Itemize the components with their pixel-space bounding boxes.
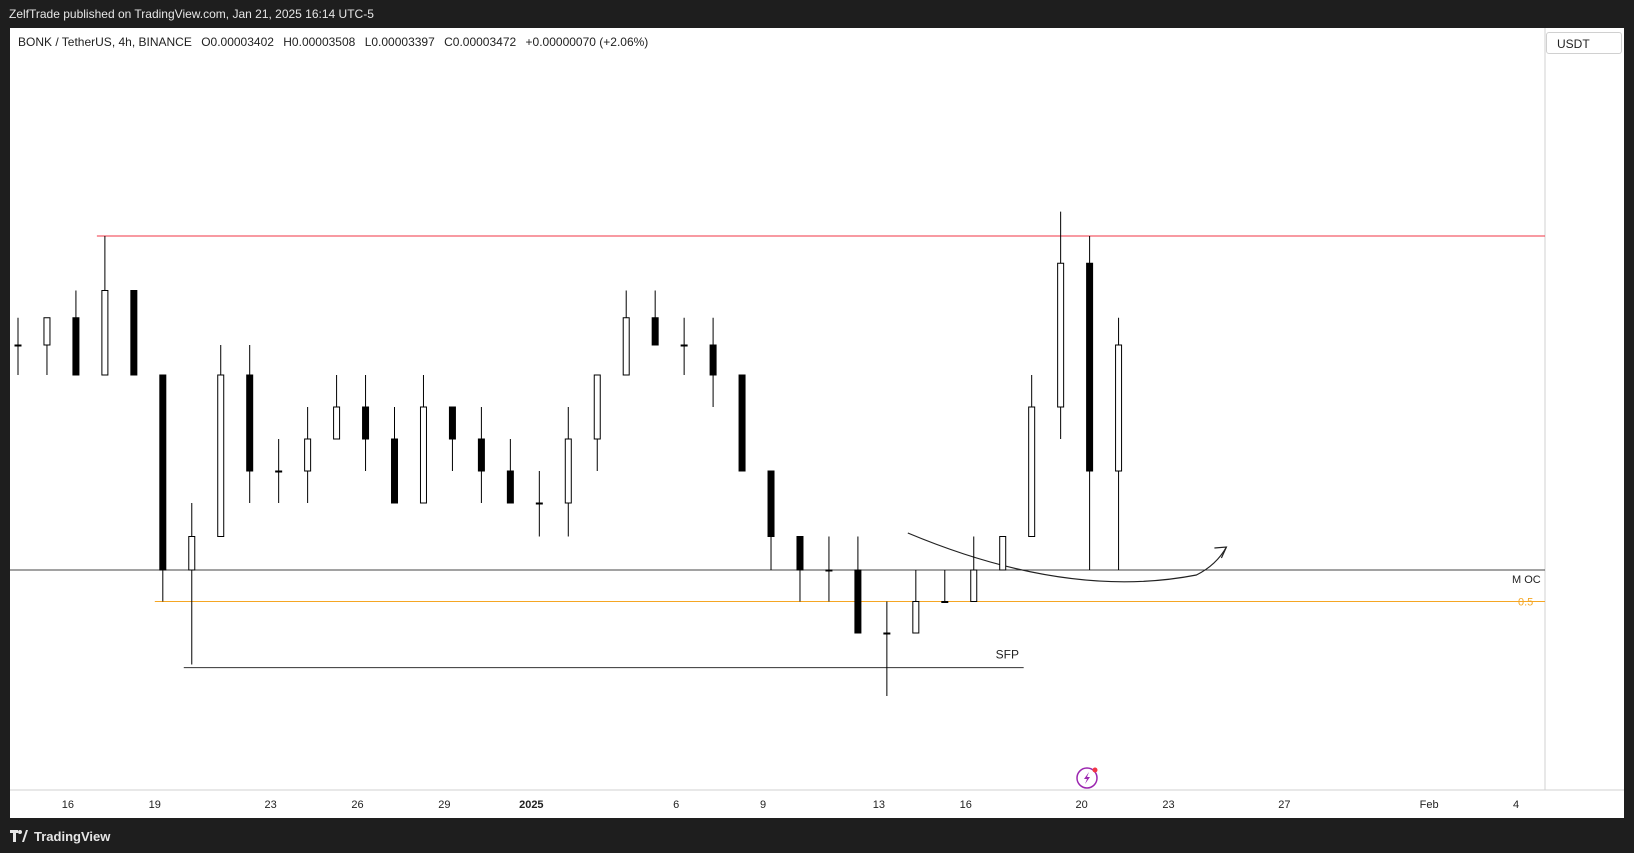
candle[interactable] [651,317,659,346]
top-bar: ZelfTrade published on TradingView.com, … [0,0,1634,28]
candle[interactable] [564,438,572,504]
candle[interactable] [275,470,283,473]
candle[interactable] [796,536,804,571]
candle[interactable] [159,374,167,571]
x-tick-label: 27 [1278,799,1290,811]
candle[interactable] [448,406,456,440]
legend-low: L0.00003397 [364,35,435,49]
currency-selector[interactable]: USDT [1546,32,1622,54]
x-tick-label: 6 [673,799,679,811]
x-tick-label: 20 [1075,799,1087,811]
candle[interactable] [767,470,775,537]
candle[interactable] [1028,406,1036,537]
legend-close: C0.00003472 [444,35,517,49]
legend-open: O0.00003402 [201,35,274,49]
candle[interactable] [970,569,978,602]
published-caption: ZelfTrade published on TradingView.com, … [9,7,374,21]
candle[interactable] [680,344,688,347]
x-tick-label: 23 [265,799,277,811]
candle[interactable] [217,374,225,537]
x-tick-label: Feb [1420,799,1439,811]
candle[interactable] [391,438,399,504]
candle[interactable] [1057,262,1065,408]
candle[interactable] [43,317,51,346]
x-tick-label: 29 [438,799,450,811]
candle[interactable] [1086,262,1094,472]
candle[interactable] [477,438,485,472]
lightning-icon-glyph [1084,772,1090,784]
legend-change: +0.00000070 (+2.06%) [525,35,649,49]
candle[interactable] [593,374,601,440]
footer-brand: TradingView [34,828,111,844]
tradingview-logo[interactable]: TradingView [10,827,110,845]
candle[interactable] [333,406,341,440]
x-tick-label: 2025 [519,799,543,811]
sfp-label: SFP [996,648,1019,662]
candle[interactable] [709,344,717,376]
x-tick-label: 16 [62,799,74,811]
legend-high: H0.00003508 [283,35,356,49]
lightning-icon[interactable] [1076,767,1098,789]
candle[interactable] [72,317,80,376]
candle[interactable] [883,632,891,635]
legend-symbol[interactable]: BONK / TetherUS, 4h, BINANCE [18,35,192,49]
candle[interactable] [419,406,427,504]
candle[interactable] [130,290,138,376]
candle[interactable] [246,374,254,472]
moc-label: M OC [1512,574,1541,586]
tradingview-logo-icon [10,830,28,842]
footer: TradingView [0,818,1634,853]
candle[interactable] [188,536,196,571]
candle[interactable] [825,569,833,572]
x-tick-label: 19 [149,799,161,811]
x-tick-label: 9 [760,799,766,811]
x-tick-label: 23 [1162,799,1174,811]
candle[interactable] [101,290,109,376]
candle[interactable] [1115,344,1123,472]
candle[interactable] [304,438,312,472]
x-tick-label: 13 [873,799,885,811]
candle[interactable] [912,601,920,634]
curved-arrow-head [1214,546,1228,559]
candle[interactable] [999,536,1007,571]
candle[interactable] [14,344,22,347]
candle[interactable] [535,502,543,505]
notification-dot [1092,767,1098,773]
ohlc-legend: BONK / TetherUS, 4h, BINANCE O0.00003402… [18,35,654,49]
fib-0.5-label: 0.5 [1518,597,1533,609]
x-tick-label: 16 [960,799,972,811]
candle[interactable] [941,601,949,603]
candle[interactable] [854,569,862,634]
candle[interactable] [506,470,514,504]
curved-arrow[interactable] [907,532,1227,583]
candle[interactable] [738,374,746,472]
x-tick-label: 26 [351,799,363,811]
candle[interactable] [622,317,630,376]
x-tick-label: 4 [1513,799,1519,811]
chart-frame[interactable] [10,28,1624,818]
candle[interactable] [362,406,370,440]
